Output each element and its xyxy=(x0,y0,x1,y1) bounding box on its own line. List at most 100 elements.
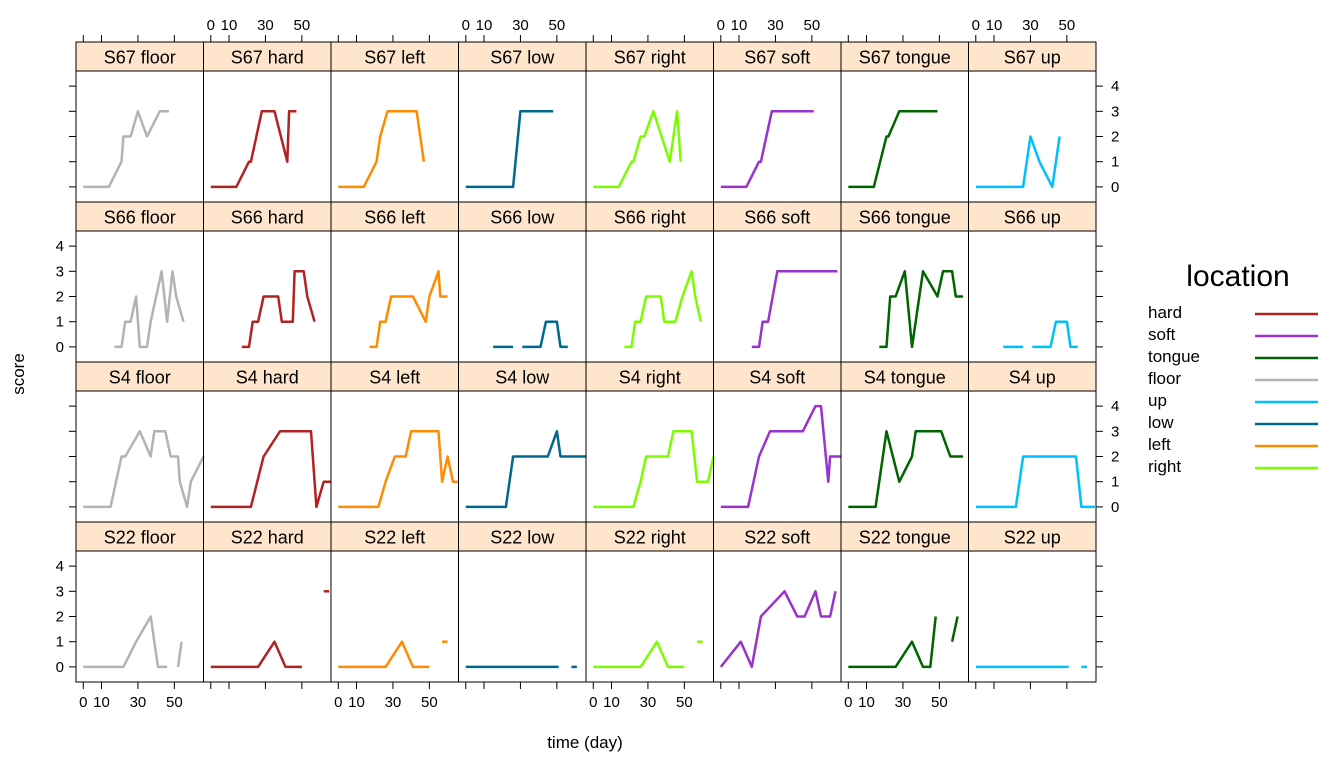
panel-s67-right: S67 right xyxy=(585,41,714,203)
panel-s66-left: S66 left xyxy=(330,201,459,363)
y-tick-label: 0 xyxy=(56,659,64,676)
series-line-low xyxy=(465,430,586,509)
y-tick-label: 1 xyxy=(56,314,64,331)
series-line-hard xyxy=(241,270,316,349)
strip-label: S67 up xyxy=(1004,48,1061,68)
series-line-floor xyxy=(114,270,185,349)
panels-layer: S67 floor S67 hard S67 left S67 low S67 righ… xyxy=(75,41,1097,683)
strip-label: S67 hard xyxy=(231,48,304,68)
x-tick-label: 30 xyxy=(895,694,912,711)
panel-frame xyxy=(75,390,204,523)
y-tick-label: 0 xyxy=(56,339,64,356)
panel-frame xyxy=(458,70,587,203)
strip-label: S66 up xyxy=(1004,208,1061,228)
series-line-floor xyxy=(83,110,169,189)
series-line-tongue xyxy=(879,270,963,349)
panel-s22-up: S22 up xyxy=(968,521,1097,683)
x-tick-label: 10 xyxy=(348,694,365,711)
panel-s22-low: S22 low xyxy=(458,521,587,683)
x-tick-label: 50 xyxy=(931,694,948,711)
x-tick-label: 0 xyxy=(207,17,215,34)
panel-frame xyxy=(458,550,587,683)
panel-frame xyxy=(713,230,842,363)
panel-frame xyxy=(840,230,969,363)
panel-s67-left: S67 left xyxy=(330,41,459,203)
series-line-soft xyxy=(719,590,837,669)
panel-s66-low: S66 low xyxy=(458,201,587,363)
panel-s66-floor: S66 floor xyxy=(75,201,204,363)
x-tick-label: 30 xyxy=(1022,17,1039,34)
x-tick-label: 50 xyxy=(294,17,311,34)
panel-s4-up: S4 up xyxy=(968,361,1097,523)
panel-s67-hard: S67 hard xyxy=(203,41,332,203)
series-line-right xyxy=(593,430,715,509)
x-tick-label: 50 xyxy=(804,17,821,34)
panel-s66-right: S66 right xyxy=(585,201,714,363)
x-tick-label: 30 xyxy=(512,17,529,34)
strip-label: S22 left xyxy=(364,528,425,548)
y-tick-label: 4 xyxy=(1111,398,1119,415)
y-tick-label: 1 xyxy=(56,634,64,651)
strip-label: S67 right xyxy=(614,48,686,68)
y-tick-label: 2 xyxy=(1111,449,1119,466)
series-line-up xyxy=(1032,320,1078,349)
y-tick-label: 4 xyxy=(1111,78,1119,95)
strip-label: S22 tongue xyxy=(859,528,951,548)
x-tick-label: 10 xyxy=(476,17,493,34)
x-tick-label: 0 xyxy=(589,694,597,711)
strip-background xyxy=(713,361,842,392)
strip-background xyxy=(968,201,1097,232)
x-tick-label: 0 xyxy=(334,694,342,711)
strip-label: S66 floor xyxy=(104,208,176,228)
panel-frame xyxy=(330,550,459,683)
strip-background xyxy=(203,41,332,72)
y-tick-label: 1 xyxy=(1111,154,1119,171)
y-tick-label: 3 xyxy=(56,263,64,280)
strip-label: S67 left xyxy=(364,48,425,68)
series-line-tongue xyxy=(950,616,959,642)
panel-s66-soft: S66 soft xyxy=(713,201,842,363)
y-tick-label: 4 xyxy=(56,238,64,255)
strip-background xyxy=(585,201,714,232)
series-line-hard xyxy=(210,110,297,189)
strip-label: S22 low xyxy=(490,528,555,548)
series-line-left xyxy=(338,640,430,669)
panel-s66-hard: S66 hard xyxy=(203,201,332,363)
strip-label: S67 tongue xyxy=(859,48,951,68)
strip-background xyxy=(75,521,204,552)
panel-s22-left: S22 left xyxy=(330,521,459,683)
panel-frame xyxy=(458,230,587,363)
legend-title: location xyxy=(1186,260,1289,293)
strip-background xyxy=(203,361,332,392)
panel-s66-tongue: S66 tongue xyxy=(840,201,969,363)
x-tick-label: 0 xyxy=(844,694,852,711)
x-tick-label: 30 xyxy=(257,17,274,34)
y-tick-label: 3 xyxy=(1111,103,1119,120)
panel-frame xyxy=(840,70,969,203)
strip-label: S4 low xyxy=(495,368,550,388)
series-line-floor xyxy=(83,430,205,509)
x-tick-label: 30 xyxy=(640,694,657,711)
panel-frame xyxy=(968,230,1097,363)
x-tick-label: 10 xyxy=(858,694,875,711)
panel-s22-hard: S22 hard xyxy=(203,521,332,683)
panel-frame xyxy=(203,70,332,203)
series-line-left xyxy=(338,430,459,509)
strip-background xyxy=(330,41,459,72)
panel-s4-low: S4 low xyxy=(458,361,587,523)
legend-label-tongue: tongue xyxy=(1148,347,1200,366)
panel-s4-hard: S4 hard xyxy=(203,361,332,523)
strip-label: S67 low xyxy=(490,48,555,68)
y-tick-label: 0 xyxy=(1111,499,1119,516)
panel-s67-tongue: S67 tongue xyxy=(840,41,969,203)
panel-frame xyxy=(585,550,714,683)
panel-s4-left: S4 left xyxy=(330,361,459,523)
panel-s22-right: S22 right xyxy=(585,521,714,683)
panel-s67-up: S67 up xyxy=(968,41,1097,203)
strip-label: S66 left xyxy=(364,208,425,228)
series-line-low xyxy=(522,320,568,349)
x-tick-label: 30 xyxy=(767,17,784,34)
panel-frame xyxy=(840,550,969,683)
legend-label-left: left xyxy=(1148,435,1171,454)
